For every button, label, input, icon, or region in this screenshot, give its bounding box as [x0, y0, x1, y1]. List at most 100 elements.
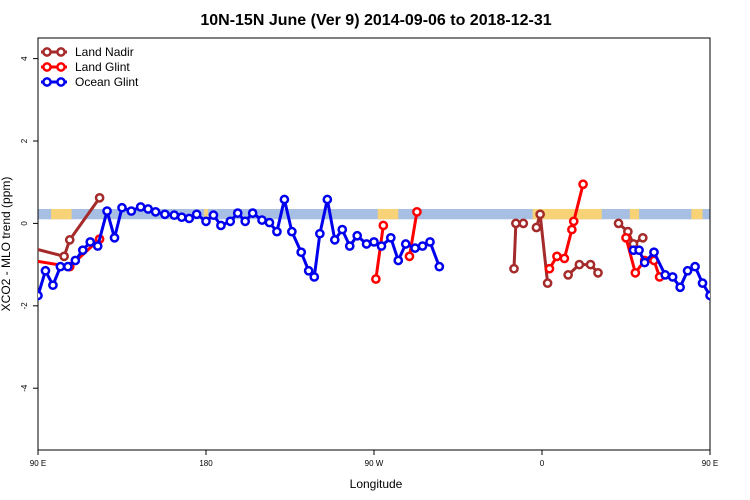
land-segment — [377, 208, 399, 220]
data-point — [434, 261, 445, 272]
y-axis-label: XCO2 - MLO trend (ppm) — [0, 177, 13, 312]
data-point — [682, 265, 693, 276]
data-point — [257, 215, 267, 225]
data-point — [126, 206, 137, 216]
data-point — [77, 245, 88, 256]
data-point — [738, 263, 745, 270]
data-point — [567, 224, 577, 235]
legend-marker — [56, 62, 66, 72]
data-point — [400, 239, 411, 249]
x-axis-label: Longitude — [350, 477, 403, 491]
series-line — [512, 221, 524, 269]
data-point — [714, 267, 721, 274]
data-point — [585, 259, 596, 270]
legend-marker — [42, 62, 52, 72]
data-point — [55, 261, 66, 272]
series-land-nadir — [38, 193, 743, 288]
land-ocean-band — [38, 208, 710, 220]
data-point — [369, 237, 379, 247]
series-line — [38, 196, 101, 258]
data-point — [287, 226, 297, 237]
chart-title: 10N-15N June (Ver 9) 2014-09-06 to 2018-… — [200, 12, 551, 29]
data-point — [613, 218, 624, 229]
legend-marker — [56, 77, 66, 87]
data-point — [690, 261, 700, 272]
data-point — [417, 241, 428, 251]
data-point — [563, 270, 573, 280]
data-point — [535, 209, 545, 220]
data-point — [63, 261, 73, 272]
data-point — [705, 290, 710, 301]
data-point — [272, 226, 282, 237]
data-point — [143, 204, 153, 214]
data-point — [361, 239, 372, 249]
data-point — [279, 194, 290, 205]
series-land-glint — [38, 179, 665, 284]
data-point — [48, 280, 58, 291]
land-segment — [629, 208, 640, 220]
data-point — [746, 257, 750, 264]
y-tick-label: -2 — [20, 302, 29, 310]
data-point — [371, 274, 381, 284]
land-segment — [204, 208, 208, 220]
data-point — [568, 216, 579, 227]
data-point — [160, 209, 170, 220]
data-point — [721, 280, 728, 287]
data-point — [531, 222, 542, 233]
data-point — [85, 237, 96, 247]
data-point — [660, 270, 671, 280]
legend-label: Land Glint — [75, 60, 130, 74]
legend-label: Ocean Glint — [75, 75, 139, 89]
legend-marker — [42, 47, 52, 57]
data-point — [70, 255, 81, 266]
data-point — [667, 272, 678, 282]
legend-marker — [42, 77, 52, 87]
data-point — [225, 216, 236, 227]
data-point — [184, 213, 195, 224]
data-point — [102, 206, 112, 216]
series-layer — [38, 179, 750, 301]
land-segment — [691, 208, 703, 220]
series-line — [374, 225, 385, 280]
data-point — [404, 251, 415, 262]
data-point — [393, 255, 404, 266]
data-point — [191, 209, 202, 220]
data-point — [240, 216, 251, 227]
legend-label: Land Nadir — [75, 45, 134, 59]
land-segment — [532, 208, 602, 220]
data-point — [247, 208, 258, 218]
data-point — [296, 247, 307, 258]
ocean-band — [38, 208, 710, 220]
x-axis: 90 E 180 90 W 0 90 E — [30, 450, 718, 468]
data-point — [322, 194, 333, 205]
data-point — [59, 251, 69, 262]
data-point — [630, 267, 641, 278]
data-point — [309, 272, 320, 282]
data-point — [38, 290, 43, 301]
data-point — [634, 245, 644, 256]
data-point — [675, 282, 685, 293]
data-point — [721, 261, 728, 268]
data-point — [412, 207, 422, 217]
data-point — [135, 202, 146, 212]
data-point — [621, 232, 631, 243]
data-point — [542, 278, 553, 288]
data-point — [376, 241, 387, 251]
data-point — [201, 216, 211, 227]
data-point — [511, 218, 521, 229]
data-point — [109, 232, 120, 243]
data-point — [378, 220, 389, 231]
y-tick-label: -4 — [20, 384, 29, 392]
data-point — [208, 210, 219, 221]
data-point — [92, 241, 103, 251]
data-point — [518, 218, 529, 229]
data-point — [410, 243, 420, 253]
legend-item: Ocean Glint — [41, 75, 139, 89]
x-tick-label: 0 — [540, 459, 545, 468]
data-point — [337, 224, 348, 235]
data-point — [736, 261, 743, 268]
y-axis: -4 -2 0 2 4 — [20, 56, 38, 392]
data-point — [637, 232, 648, 243]
data-point — [731, 261, 738, 268]
